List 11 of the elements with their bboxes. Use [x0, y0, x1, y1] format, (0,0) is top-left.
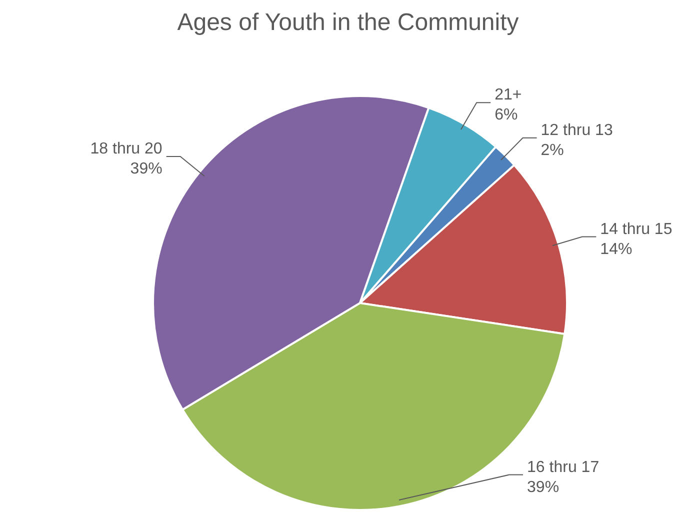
data-label: 39%	[130, 160, 162, 178]
slice-label: 16 thru 17	[527, 458, 600, 476]
slice-label: 18 thru 20	[90, 140, 162, 158]
data-label: 2%	[540, 142, 564, 159]
data-label: 6%	[494, 106, 518, 124]
slice-label: 12 thru 13	[540, 122, 613, 139]
data-label: 14%	[600, 240, 632, 258]
data-label: 39%	[527, 478, 560, 496]
chart-title: Ages of Youth in the Community	[177, 9, 519, 36]
slice-label: 14 thru 15	[600, 220, 672, 238]
slice-label: 21+	[494, 86, 522, 104]
